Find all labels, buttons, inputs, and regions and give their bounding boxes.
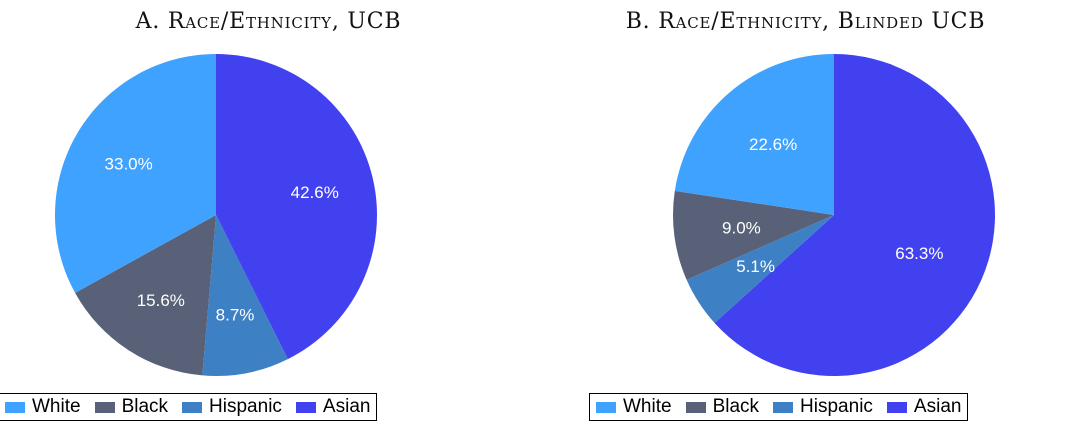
slice-label-asian: 42.6% (291, 183, 339, 202)
legend-label: Asian (913, 396, 962, 417)
chart-title-b: B. Race/Ethnicity, Blinded UCB (625, 9, 986, 34)
legend-swatch (886, 401, 907, 413)
pie-chart-b: 63.3% 5.1% 9.0% 22.6% (673, 54, 995, 376)
pie-slice-asian (216, 54, 378, 360)
legend-item-white: White (596, 396, 672, 418)
slice-label-hispanic: 5.1% (736, 257, 775, 276)
pie-slice-hispanic (686, 215, 834, 323)
legend-label: White (623, 396, 672, 417)
slice-label-asian: 63.3% (895, 244, 943, 263)
slice-label-white: 33.0% (105, 154, 153, 173)
pie-slice-black (673, 190, 834, 280)
chart-panel-b: B. Race/Ethnicity, Blinded UCB 63.3% 5.1%… (537, 0, 1074, 432)
legend-swatch (5, 401, 25, 413)
legend-label: Black (712, 396, 760, 417)
legend-item-asian: Asian (295, 396, 371, 418)
slice-label-black: 9.0% (722, 218, 761, 237)
legend-item-black: Black (685, 396, 760, 418)
legend-item-black: Black (94, 396, 169, 418)
pie-chart-a: 42.6% 8.7% 15.6% 33.0% (54, 54, 378, 376)
legend-a: White Black Hispanic Asian (0, 393, 378, 421)
legend-swatch (94, 401, 115, 413)
legend-label: Black (121, 396, 169, 417)
pie-slice-black (75, 215, 216, 376)
pie-slice-white (54, 54, 216, 293)
chart-title-a: A. Race/Ethnicity, UCB (135, 9, 402, 34)
legend-label: White (32, 396, 81, 417)
pie-slice-asian (714, 54, 995, 376)
legend-label: Hispanic (209, 396, 282, 417)
chart-panel-a: A. Race/Ethnicity, UCB 42.6% 8.7% 15.6% 33.… (0, 9, 402, 421)
legend-label: Asian (322, 396, 371, 417)
slice-label-hispanic: 8.7% (216, 306, 255, 325)
legend-swatch (685, 401, 706, 413)
legend-swatch (596, 401, 616, 413)
legend-item-asian: Asian (886, 396, 962, 418)
pie-slice-white (674, 54, 834, 215)
slice-label-white: 22.6% (749, 135, 797, 154)
legend-item-hispanic: Hispanic (182, 396, 282, 418)
legend-item-hispanic: Hispanic (773, 396, 873, 418)
legend-label: Hispanic (800, 396, 873, 417)
legend-swatch (295, 401, 316, 413)
slice-label-black: 15.6% (137, 291, 185, 310)
legend-b: White Black Hispanic Asian (589, 393, 969, 421)
legend-swatch (773, 401, 794, 413)
pie-slice-hispanic (202, 215, 288, 376)
legend-swatch (182, 401, 203, 413)
legend-item-white: White (5, 396, 81, 418)
